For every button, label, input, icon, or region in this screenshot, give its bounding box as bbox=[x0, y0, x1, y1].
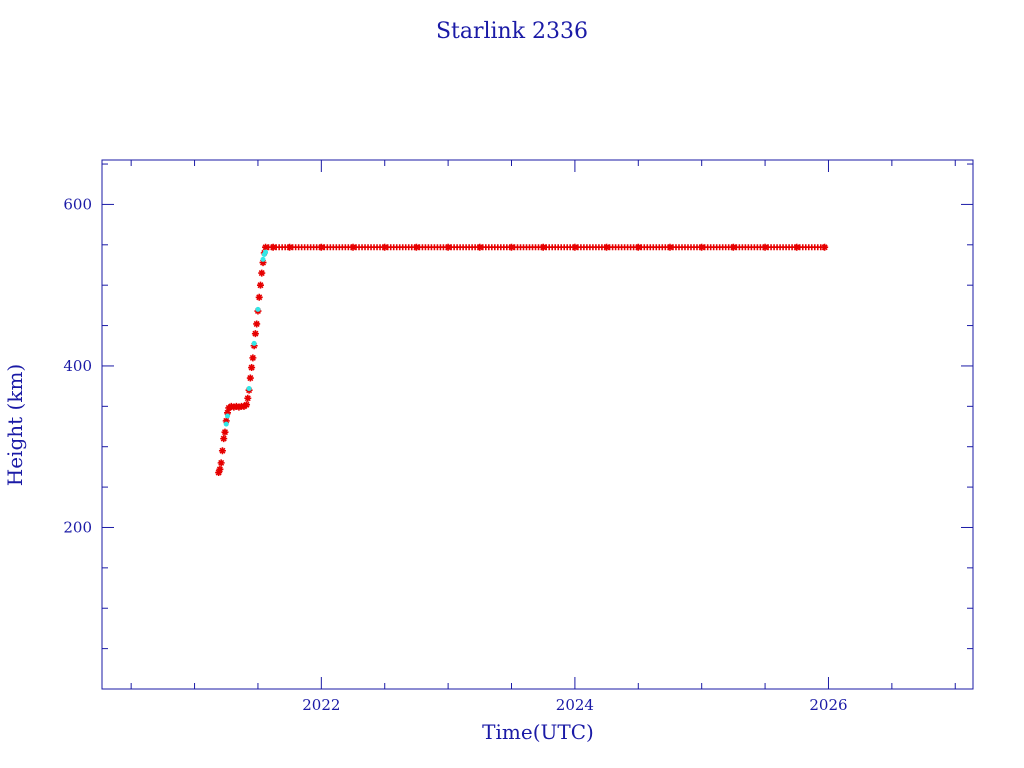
data-point bbox=[249, 354, 257, 362]
data-point bbox=[223, 421, 229, 427]
data-point bbox=[217, 459, 225, 467]
x-tick-label: 2022 bbox=[302, 696, 340, 714]
y-tick-label: 400 bbox=[63, 357, 92, 375]
y-tick-label: 600 bbox=[63, 195, 92, 213]
data-point bbox=[227, 402, 235, 410]
data-point bbox=[221, 428, 229, 436]
x-axis-label: Time(UTC) bbox=[482, 720, 594, 744]
data-point bbox=[820, 244, 827, 251]
data-points bbox=[215, 243, 829, 477]
data-point bbox=[222, 417, 230, 425]
data-point bbox=[256, 281, 264, 289]
axis-ticks bbox=[102, 160, 973, 689]
data-point bbox=[243, 401, 251, 409]
plot-frame bbox=[101, 159, 974, 690]
data-point bbox=[216, 465, 224, 473]
data-point bbox=[232, 402, 240, 410]
data-point bbox=[262, 243, 270, 251]
x-tick-label: 2024 bbox=[556, 696, 594, 714]
x-tick-label: 2026 bbox=[809, 696, 847, 714]
data-point bbox=[251, 340, 257, 346]
data-point bbox=[255, 306, 261, 312]
data-point bbox=[225, 413, 231, 419]
data-point bbox=[260, 256, 266, 262]
data-point bbox=[263, 249, 269, 255]
data-point bbox=[246, 386, 252, 392]
data-point bbox=[230, 403, 238, 411]
data-point bbox=[246, 374, 254, 382]
data-point bbox=[258, 269, 266, 277]
axis-tick-labels: 2022 2024 2026 200 400 600 bbox=[63, 195, 847, 714]
data-point bbox=[255, 293, 263, 301]
y-axis-label: Height (km) bbox=[3, 364, 27, 486]
data-point bbox=[244, 394, 252, 402]
data-point bbox=[251, 330, 259, 338]
y-tick-label: 200 bbox=[63, 518, 92, 536]
data-point bbox=[224, 409, 232, 417]
data-point bbox=[235, 403, 243, 411]
data-point bbox=[220, 435, 228, 443]
data-point bbox=[259, 259, 267, 267]
data-point bbox=[248, 364, 256, 372]
data-point bbox=[253, 320, 261, 328]
data-point bbox=[218, 447, 226, 455]
chart-title: Starlink 2336 bbox=[436, 19, 588, 44]
data-point bbox=[215, 469, 223, 477]
